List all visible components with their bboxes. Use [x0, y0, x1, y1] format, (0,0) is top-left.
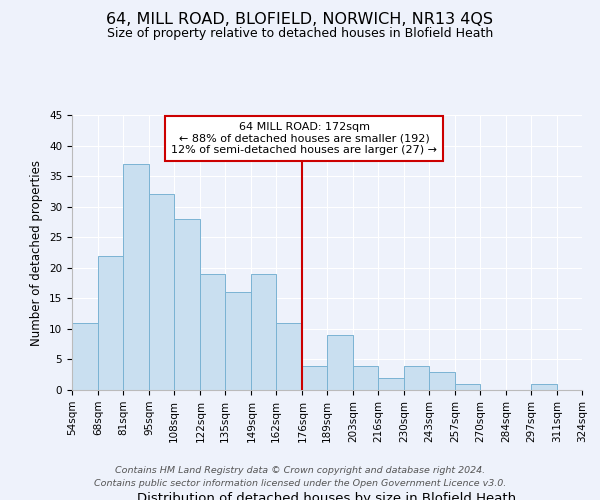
Bar — [276, 323, 302, 390]
Bar — [149, 194, 174, 390]
Bar — [353, 366, 378, 390]
Bar — [225, 292, 251, 390]
Bar — [251, 274, 276, 390]
Bar — [531, 384, 557, 390]
Text: 64, MILL ROAD, BLOFIELD, NORWICH, NR13 4QS: 64, MILL ROAD, BLOFIELD, NORWICH, NR13 4… — [107, 12, 493, 28]
Bar — [123, 164, 149, 390]
Text: Size of property relative to detached houses in Blofield Heath: Size of property relative to detached ho… — [107, 28, 493, 40]
Text: 64 MILL ROAD: 172sqm
← 88% of detached houses are smaller (192)
12% of semi-deta: 64 MILL ROAD: 172sqm ← 88% of detached h… — [171, 122, 437, 155]
Bar — [174, 219, 200, 390]
Bar — [72, 323, 98, 390]
Bar — [429, 372, 455, 390]
Bar — [455, 384, 480, 390]
Y-axis label: Number of detached properties: Number of detached properties — [31, 160, 43, 346]
X-axis label: Distribution of detached houses by size in Blofield Heath: Distribution of detached houses by size … — [137, 492, 517, 500]
Bar — [404, 366, 429, 390]
Bar — [378, 378, 404, 390]
Bar — [98, 256, 123, 390]
Bar — [302, 366, 327, 390]
Text: Contains HM Land Registry data © Crown copyright and database right 2024.
Contai: Contains HM Land Registry data © Crown c… — [94, 466, 506, 487]
Bar — [200, 274, 225, 390]
Bar — [582, 384, 600, 390]
Bar — [327, 335, 353, 390]
